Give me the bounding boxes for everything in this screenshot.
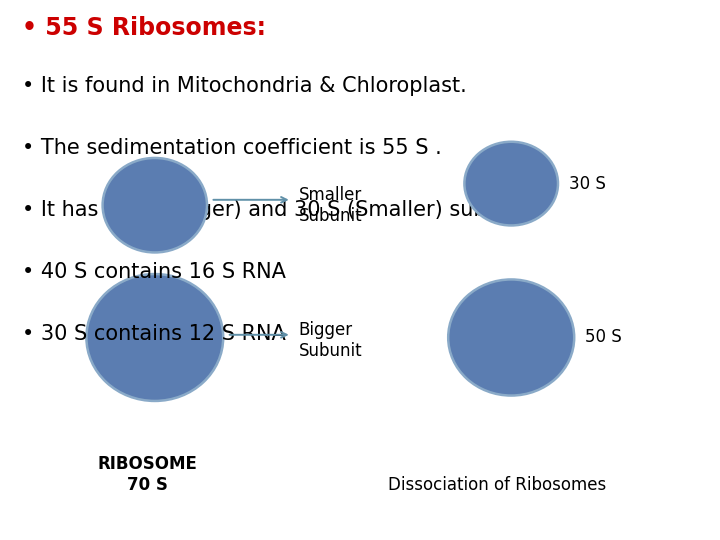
Text: • 30 S contains 12 S RNA: • 30 S contains 12 S RNA bbox=[22, 324, 285, 344]
Text: • It has 40 S (Larger) and 30 S (Smaller) subunit.: • It has 40 S (Larger) and 30 S (Smaller… bbox=[22, 200, 533, 220]
Text: Dissociation of Ribosomes: Dissociation of Ribosomes bbox=[387, 476, 606, 494]
Text: 30 S: 30 S bbox=[569, 174, 606, 193]
Text: • The sedimentation coefficient is 55 S .: • The sedimentation coefficient is 55 S … bbox=[22, 138, 441, 158]
Text: Bigger
Subunit: Bigger Subunit bbox=[299, 321, 362, 360]
Text: RIBOSOME
70 S: RIBOSOME 70 S bbox=[98, 455, 197, 494]
Text: • 55 S Ribosomes:: • 55 S Ribosomes: bbox=[22, 16, 266, 40]
Text: 50 S: 50 S bbox=[585, 328, 622, 347]
Ellipse shape bbox=[86, 274, 223, 401]
Text: • It is found in Mitochondria & Chloroplast.: • It is found in Mitochondria & Chloropl… bbox=[22, 76, 467, 96]
Ellipse shape bbox=[103, 158, 207, 252]
Ellipse shape bbox=[448, 280, 575, 395]
Ellipse shape bbox=[464, 141, 558, 226]
Text: • 40 S contains 16 S RNA: • 40 S contains 16 S RNA bbox=[22, 262, 285, 282]
Text: Smaller
Subunit: Smaller Subunit bbox=[299, 186, 362, 225]
